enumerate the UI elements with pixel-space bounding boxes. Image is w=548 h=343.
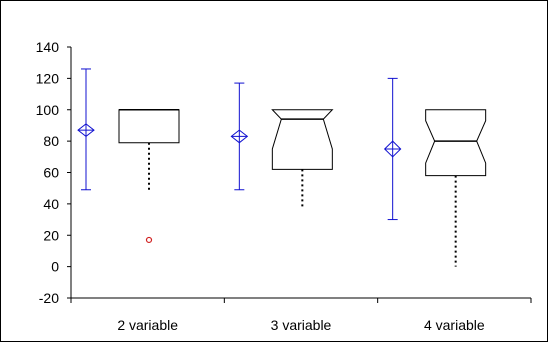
- notched-box: [118, 109, 180, 144]
- mean-diamond: [383, 140, 402, 158]
- y-tick-label: 40: [43, 196, 59, 212]
- notched-box: [271, 109, 334, 170]
- mean-diamond: [77, 123, 95, 138]
- notched-box: [425, 109, 487, 177]
- y-tick-label: 120: [36, 70, 60, 86]
- mean-diamond: [230, 129, 249, 144]
- y-tick-label: -20: [39, 290, 59, 306]
- y-tick-label: 80: [43, 133, 59, 149]
- x-tick-label: 4 variable: [424, 317, 485, 333]
- x-tick-label: 3 variable: [271, 317, 332, 333]
- y-tick-label: 100: [36, 102, 60, 118]
- y-tick-label: 140: [36, 39, 60, 55]
- outlier-point: [145, 236, 153, 244]
- y-tick-label: 60: [43, 165, 59, 181]
- y-tick-label: 20: [43, 227, 59, 243]
- x-tick-label: 2 variable: [117, 317, 178, 333]
- y-tick-label: 0: [51, 259, 59, 275]
